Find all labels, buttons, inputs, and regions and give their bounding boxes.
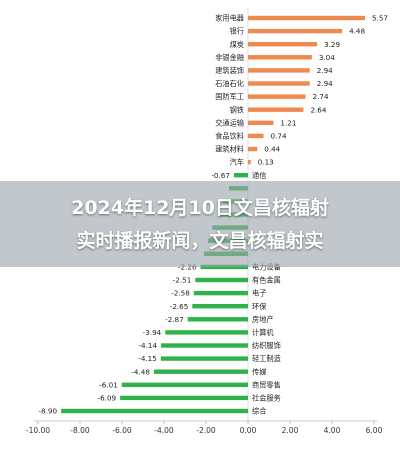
- bar: [193, 290, 248, 296]
- category-label: 国防军工: [215, 92, 244, 101]
- value-label: -6.09: [98, 394, 117, 403]
- bar: [153, 369, 248, 374]
- category-label: 社会服务: [252, 394, 281, 403]
- category-label: 房地产: [252, 315, 274, 324]
- headline-line-1: 2024年12月10日文昌核辐射: [71, 197, 329, 219]
- value-label: 2.94: [317, 66, 333, 75]
- category-label: 商贸零售: [252, 380, 281, 389]
- headline-overlay-band: [0, 181, 400, 267]
- x-tick-label: -6.00: [112, 426, 132, 435]
- category-label: 汽车: [230, 158, 244, 167]
- value-label: -8.90: [38, 407, 57, 416]
- headline-line-2: 实时播报新闻，文昌核辐射实: [76, 230, 324, 252]
- value-label: 0.44: [264, 145, 280, 154]
- x-tick-label: -4.00: [154, 426, 174, 435]
- category-label: 钢铁: [230, 105, 244, 114]
- x-tick-label: -2.00: [196, 426, 216, 435]
- value-label: 3.04: [319, 53, 335, 62]
- category-label: 建筑装饰: [215, 66, 244, 75]
- bar: [248, 55, 312, 60]
- category-label: 食品饮料: [215, 132, 244, 141]
- bar: [248, 15, 365, 21]
- bar: [248, 68, 310, 73]
- value-label: -3.94: [143, 328, 162, 337]
- bar: [248, 133, 264, 139]
- value-label: -2.26: [178, 263, 197, 272]
- value-label: -6.01: [99, 380, 118, 389]
- value-label: 5.57: [372, 14, 388, 23]
- bar: [233, 173, 248, 178]
- bar: [248, 94, 306, 99]
- category-label: 电力设备: [252, 263, 281, 272]
- value-label: 3.29: [324, 40, 340, 49]
- category-label: 有色金属: [252, 276, 281, 285]
- x-tick-label: 6.00: [366, 426, 383, 435]
- category-label: 银行: [230, 27, 244, 36]
- bar: [160, 356, 248, 361]
- category-label: 综合: [252, 407, 266, 416]
- value-label: -4.14: [138, 341, 157, 350]
- value-label: 4.48: [349, 27, 365, 36]
- category-label: 建筑材料: [215, 145, 244, 154]
- bar: [187, 317, 248, 322]
- value-label: 0.13: [258, 158, 274, 167]
- value-label: 1.21: [280, 118, 296, 127]
- value-label: 0.74: [271, 132, 287, 141]
- bar: [248, 81, 310, 86]
- category-label: 轻工制造: [252, 354, 281, 363]
- bar: [195, 277, 248, 283]
- x-tick-label: 2.00: [282, 426, 299, 435]
- bar: [121, 382, 248, 387]
- value-label: 2.64: [310, 105, 326, 114]
- bar: [248, 42, 318, 47]
- bar: [248, 159, 251, 165]
- bar: [248, 28, 343, 34]
- bar: [248, 107, 304, 112]
- category-label: 非银金融: [215, 53, 244, 62]
- category-label: 石油石化: [215, 79, 244, 88]
- value-label: -4.15: [138, 354, 157, 363]
- bar: [248, 120, 274, 125]
- value-label: -0.67: [211, 171, 230, 180]
- category-label: 通信: [252, 171, 266, 180]
- category-label: 纺织服饰: [252, 341, 281, 350]
- bar: [161, 343, 248, 348]
- value-label: -2.51: [173, 276, 192, 285]
- value-label: -2.58: [171, 289, 190, 298]
- value-label: -4.48: [131, 367, 150, 376]
- value-label: -2.65: [170, 302, 189, 311]
- category-label: 传媒: [252, 367, 266, 376]
- value-label: -2.87: [165, 315, 184, 324]
- bar: [120, 395, 248, 401]
- bar: [61, 408, 248, 414]
- category-label: 环保: [252, 302, 267, 311]
- x-tick-label: -8.00: [70, 426, 90, 435]
- bar: [192, 304, 248, 309]
- x-tick-label: 4.00: [324, 426, 341, 435]
- category-label: 电子: [252, 289, 266, 298]
- x-tick-label: -10.00: [26, 426, 50, 435]
- value-label: 2.94: [317, 79, 333, 88]
- category-label: 交通运输: [215, 118, 244, 127]
- bar: [165, 330, 248, 335]
- category-label: 家用电器: [215, 14, 244, 23]
- category-label: 计算机: [252, 328, 274, 337]
- headline-overlay: 2024年12月10日文昌核辐射 实时播报新闻，文昌核辐射实: [0, 192, 400, 258]
- value-label: 2.74: [313, 92, 329, 101]
- x-tick-label: 0.00: [240, 426, 257, 435]
- category-label: 煤炭: [230, 40, 244, 49]
- bar: [248, 146, 258, 152]
